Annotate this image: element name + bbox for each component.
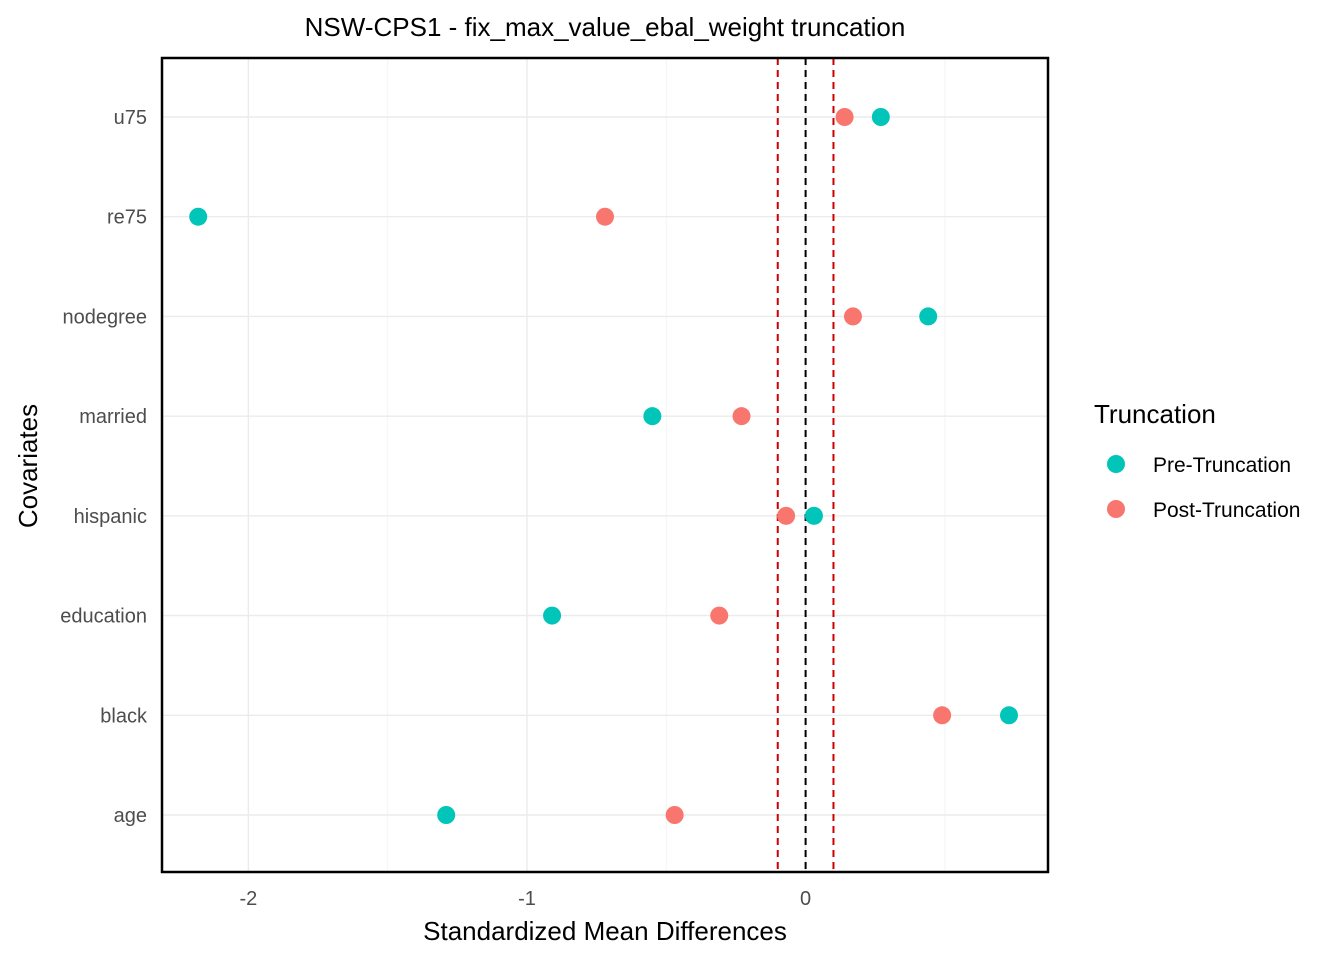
x-tick-labels: -2 -1 0 bbox=[239, 888, 811, 910]
points-layer bbox=[189, 108, 1018, 824]
point-post-truncation-education bbox=[710, 606, 729, 625]
legend-title: Truncation bbox=[1094, 399, 1216, 429]
y-axis-title: Covariates bbox=[13, 404, 43, 528]
legend-key-post-truncation bbox=[1107, 500, 1125, 518]
point-pre-truncation-hispanic bbox=[804, 506, 823, 525]
legend-items: Pre-Truncation Post-Truncation bbox=[1107, 454, 1300, 522]
point-pre-truncation-re75 bbox=[189, 207, 208, 226]
point-pre-truncation-nodegree bbox=[919, 307, 938, 326]
x-tick-label: -2 bbox=[239, 888, 257, 910]
point-pre-truncation-education bbox=[543, 606, 562, 625]
legend-label: Pre-Truncation bbox=[1153, 454, 1291, 477]
point-post-truncation-hispanic bbox=[777, 506, 796, 525]
point-post-truncation-married bbox=[732, 407, 751, 426]
y-tick-labels: age black education hispanic married nodegree… bbox=[60, 107, 148, 827]
point-pre-truncation-u75 bbox=[871, 108, 890, 126]
y-tick-label: hispanic bbox=[74, 506, 147, 528]
point-pre-truncation-age bbox=[437, 806, 456, 824]
y-tick-label: u75 bbox=[114, 107, 147, 129]
y-tick-label: age bbox=[114, 805, 147, 827]
chart-title: NSW-CPS1 - fix_max_value_ebal_weight tru… bbox=[305, 12, 906, 42]
legend: Truncation Pre-Truncation Post-Truncation bbox=[1094, 399, 1300, 522]
y-tick-label: nodegree bbox=[62, 306, 147, 328]
point-post-truncation-black bbox=[933, 706, 952, 725]
y-tick-label: married bbox=[79, 406, 147, 428]
x-axis-title: Standardized Mean Differences bbox=[423, 916, 787, 946]
legend-label: Post-Truncation bbox=[1153, 499, 1300, 522]
point-pre-truncation-married bbox=[643, 407, 662, 426]
y-tick-label: re75 bbox=[107, 207, 147, 229]
point-post-truncation-nodegree bbox=[843, 307, 862, 326]
grid-layer bbox=[162, 58, 1048, 872]
point-post-truncation-u75 bbox=[835, 108, 854, 126]
y-tick-label: education bbox=[60, 606, 147, 628]
plot-frame bbox=[160, 56, 1050, 874]
point-post-truncation-re75 bbox=[596, 207, 614, 226]
point-pre-truncation-black bbox=[999, 706, 1018, 725]
legend-key-pre-truncation bbox=[1107, 455, 1125, 473]
point-post-truncation-age bbox=[665, 806, 684, 824]
x-tick-label: 0 bbox=[800, 888, 811, 910]
reference-lines bbox=[776, 58, 835, 872]
y-tick-label: black bbox=[100, 705, 148, 727]
x-tick-label: -1 bbox=[518, 888, 536, 910]
